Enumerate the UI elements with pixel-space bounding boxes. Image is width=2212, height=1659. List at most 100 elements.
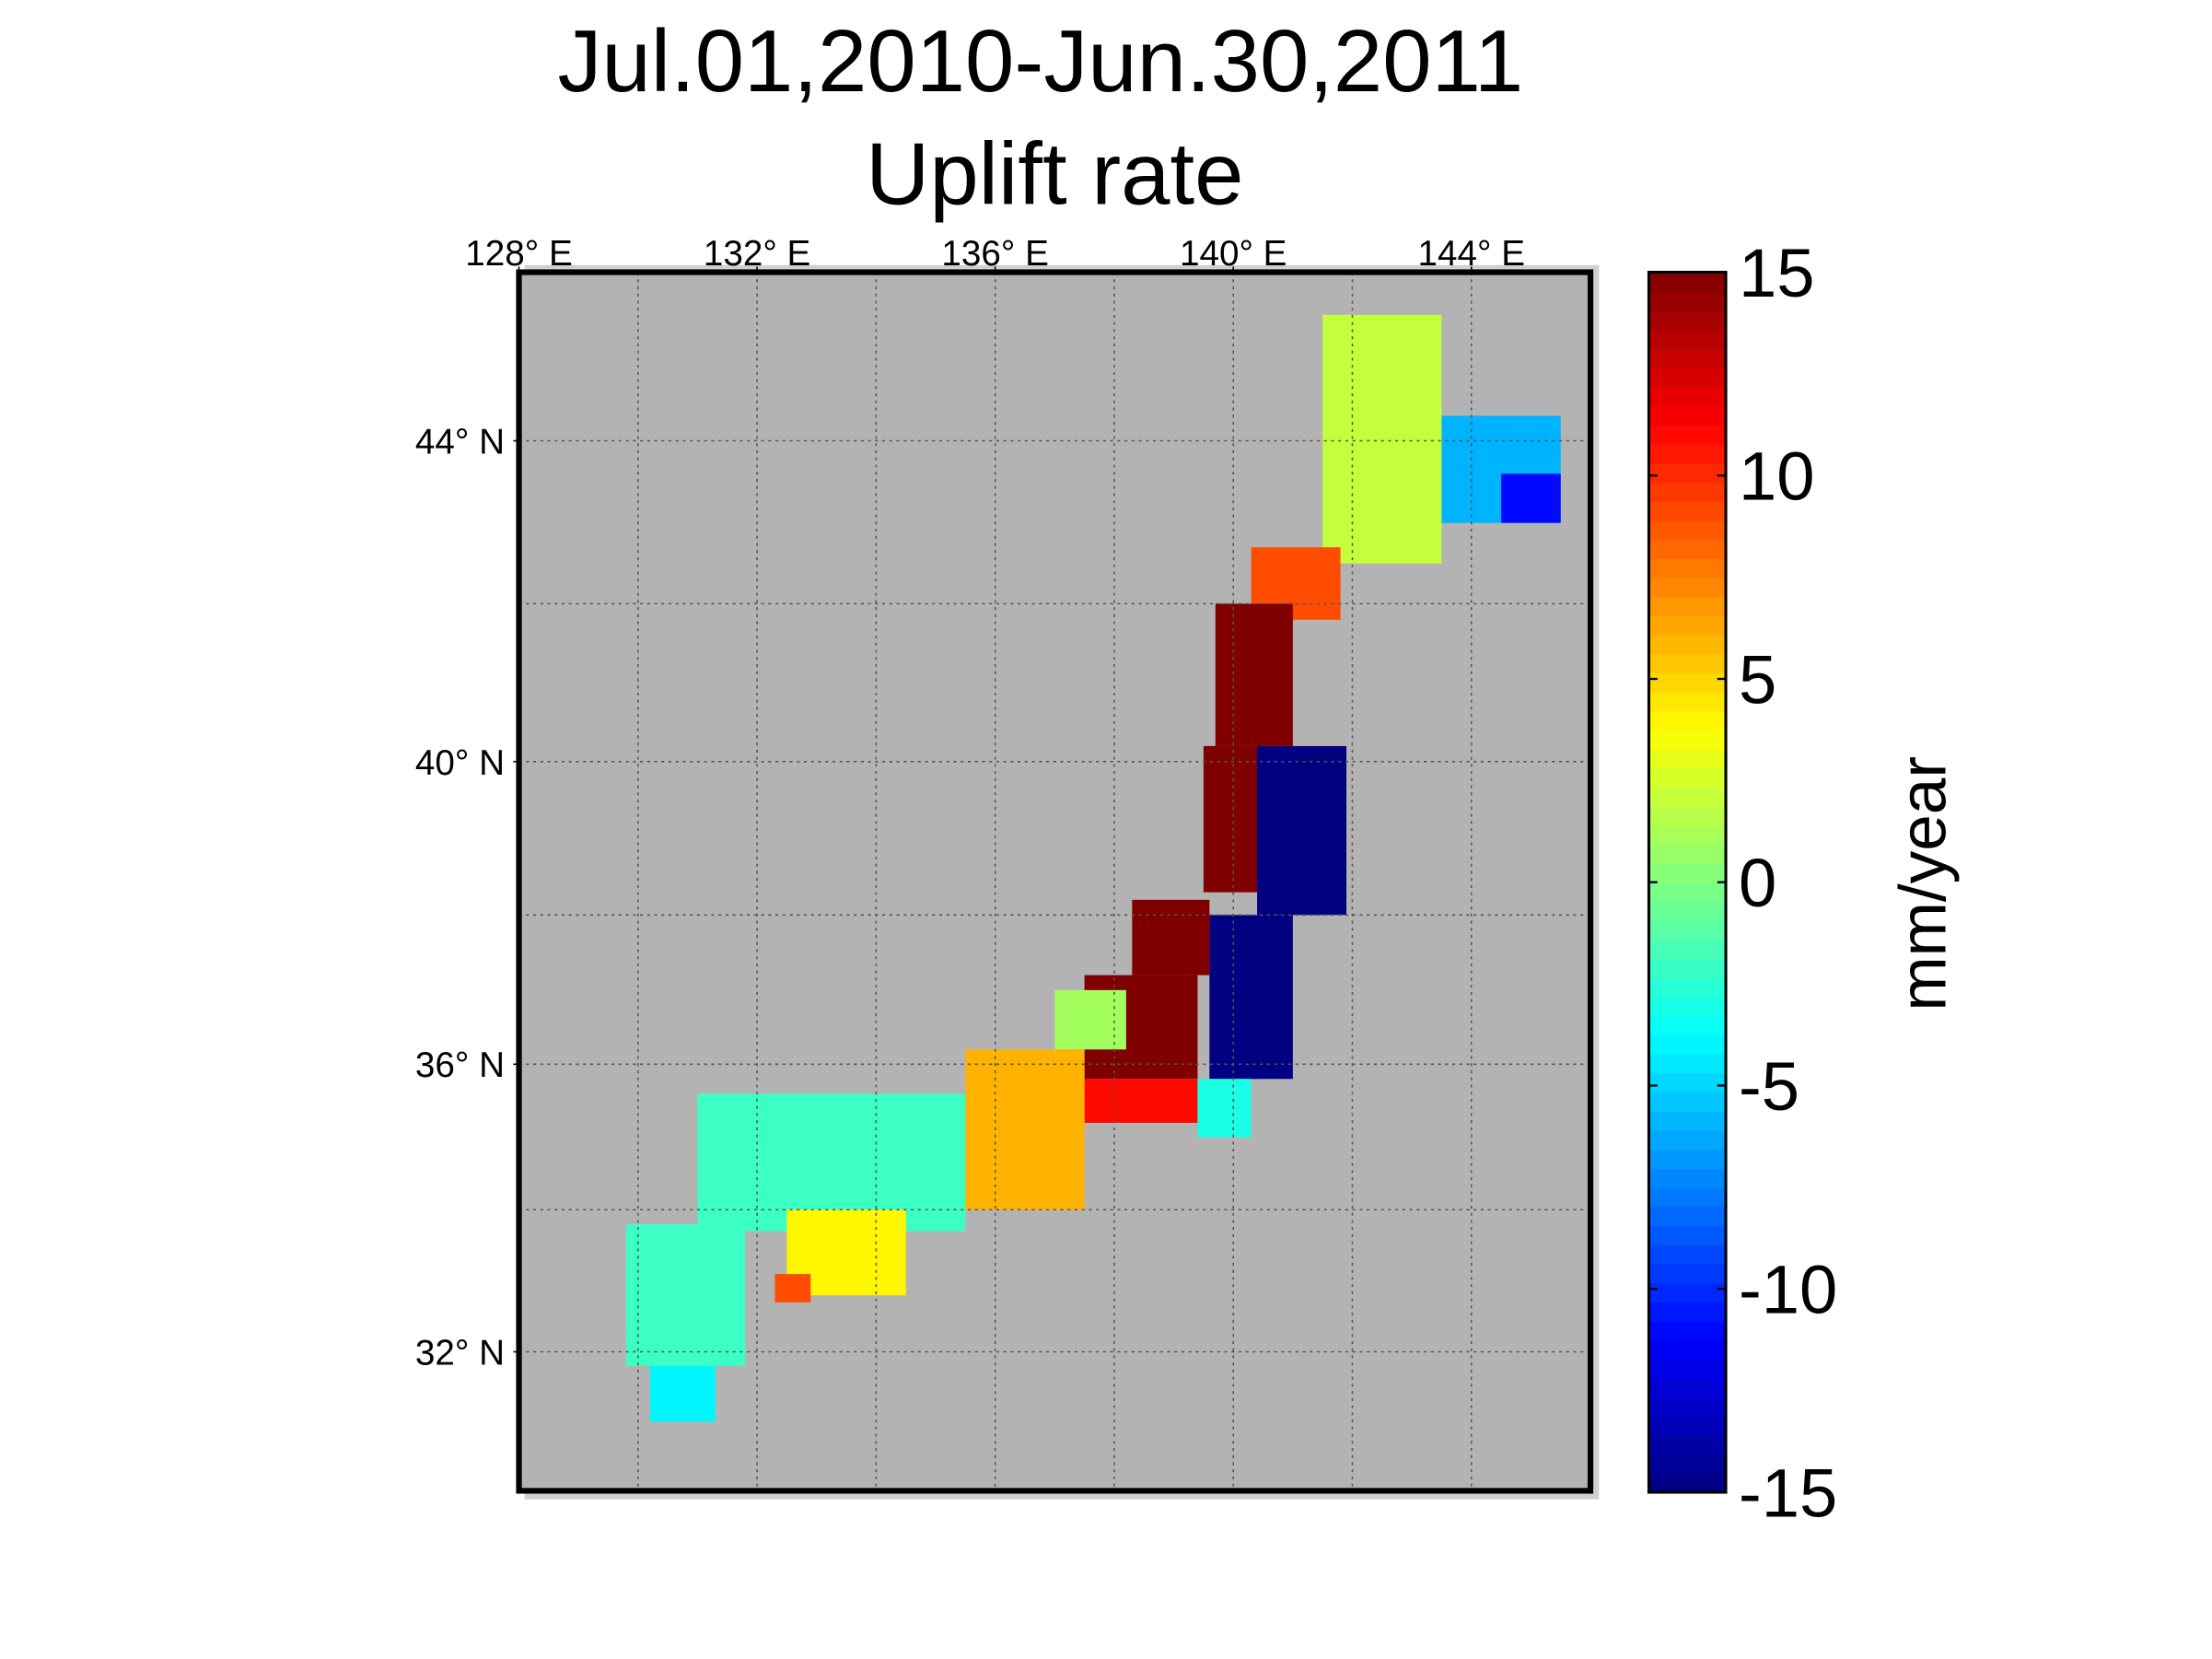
colorbar-swatch: [1648, 1034, 1727, 1055]
colorbar-tick-label: -15: [1739, 1455, 1837, 1531]
uplift-cell: [649, 1365, 716, 1422]
colorbar-swatch: [1648, 596, 1727, 616]
colorbar-swatch: [1648, 1186, 1727, 1208]
colorbar-swatch: [1648, 1396, 1727, 1418]
colorbar-swatch: [1648, 1339, 1727, 1361]
colorbar-tick-label: 10: [1739, 438, 1815, 515]
colorbar-swatch: [1648, 710, 1727, 731]
uplift-cell: [1203, 745, 1263, 893]
colorbar-swatch: [1648, 824, 1727, 846]
colorbar-swatch: [1648, 425, 1727, 445]
colorbar-swatch: [1648, 1053, 1727, 1074]
uplift-cell: [1084, 1079, 1198, 1123]
colorbar-label: mm/year: [1887, 756, 1960, 1011]
colorbar-swatch: [1648, 1282, 1727, 1303]
colorbar-swatch: [1648, 1168, 1727, 1188]
colorbar-swatch: [1648, 1302, 1727, 1322]
colorbar-swatch: [1648, 520, 1727, 541]
x-tick-label: 128° E: [465, 234, 573, 274]
colorbar-swatch: [1648, 348, 1727, 368]
colorbar-swatch: [1648, 1263, 1727, 1284]
uplift-cell: [1197, 1079, 1252, 1138]
colorbar-swatch: [1648, 500, 1727, 521]
colorbar-tick-label: -5: [1739, 1048, 1799, 1125]
colorbar-tick-label: -10: [1739, 1252, 1837, 1328]
title: Jul.01,2010-Jun.30,2011: [557, 12, 1523, 111]
colorbar-swatch: [1648, 482, 1727, 502]
uplift-cell: [1132, 899, 1210, 976]
colorbar-tick-label: 15: [1739, 235, 1815, 311]
colorbar-swatch: [1648, 882, 1727, 903]
uplift-cell: [1322, 314, 1442, 564]
x-tick-label: 132° E: [704, 234, 811, 274]
colorbar-swatch: [1648, 405, 1727, 426]
colorbar-swatch: [1648, 1359, 1727, 1379]
colorbar-swatch: [1648, 539, 1727, 559]
colorbar-swatch: [1648, 996, 1727, 1017]
colorbar-swatch: [1648, 462, 1727, 484]
subtitle: Uplift rate: [866, 124, 1243, 223]
colorbar-swatch: [1648, 844, 1727, 864]
colorbar-swatch: [1648, 1072, 1727, 1093]
colorbar-swatch: [1648, 1377, 1727, 1398]
colorbar-swatch: [1648, 272, 1727, 293]
colorbar-swatch: [1648, 863, 1727, 883]
uplift-cell: [1501, 473, 1561, 523]
colorbar-swatch: [1648, 1111, 1727, 1131]
colorbar-swatch: [1648, 958, 1727, 979]
x-tick-label: 140° E: [1180, 234, 1287, 274]
colorbar-swatch: [1648, 730, 1727, 750]
colorbar-swatch: [1648, 1320, 1727, 1341]
colorbar-swatch: [1648, 653, 1727, 674]
colorbar-swatch: [1648, 1244, 1727, 1265]
colorbar-tick-label: 0: [1739, 845, 1776, 921]
colorbar-swatch: [1648, 920, 1727, 940]
colorbar-swatch: [1648, 577, 1727, 598]
colorbar-swatch: [1648, 939, 1727, 960]
colorbar-tick-label: 5: [1739, 641, 1776, 718]
colorbar-swatch: [1648, 1206, 1727, 1227]
colorbar-swatch: [1648, 291, 1727, 311]
uplift-cell: [1215, 603, 1293, 746]
colorbar-swatch: [1648, 767, 1727, 789]
colorbar-swatch: [1648, 329, 1727, 350]
colorbar-swatch: [1648, 1416, 1727, 1436]
colorbar-swatch: [1648, 672, 1727, 693]
colorbar-swatch: [1648, 1015, 1727, 1036]
y-tick-label: 40° N: [415, 743, 505, 783]
uplift-cell: [774, 1274, 811, 1303]
y-tick-label: 32° N: [415, 1333, 505, 1373]
colorbar-swatch: [1648, 1092, 1727, 1113]
colorbar-swatch: [1648, 615, 1727, 636]
y-tick-label: 44° N: [415, 422, 505, 461]
colorbar-swatch: [1648, 1149, 1727, 1170]
colorbar-swatch: [1648, 557, 1727, 578]
colorbar-swatch: [1648, 367, 1727, 388]
colorbar-swatch: [1648, 1454, 1727, 1475]
colorbar-swatch: [1648, 1225, 1727, 1245]
uplift-cell: [965, 1049, 1085, 1210]
uplift-cell: [625, 1223, 746, 1366]
y-tick-label: 36° N: [415, 1046, 505, 1085]
colorbar-swatch: [1648, 386, 1727, 407]
uplift-cell: [697, 1093, 966, 1232]
colorbar-swatch: [1648, 1473, 1727, 1493]
colorbar-swatch: [1648, 901, 1727, 922]
colorbar-swatch: [1648, 691, 1727, 712]
map-frame: [516, 269, 1594, 1494]
colorbar-swatch: [1648, 977, 1727, 998]
uplift-cell: [1209, 915, 1293, 1080]
uplift-cell: [1257, 745, 1347, 916]
colorbar-swatch: [1648, 310, 1727, 331]
colorbar-swatch: [1648, 1129, 1727, 1151]
colorbar-swatch: [1648, 634, 1727, 655]
colorbar-swatch: [1648, 748, 1727, 769]
x-tick-label: 136° E: [941, 234, 1049, 274]
colorbar-swatch: [1648, 1434, 1727, 1455]
colorbar-swatch: [1648, 443, 1727, 464]
uplift-cell: [1054, 989, 1126, 1050]
x-tick-label: 144° E: [1418, 234, 1526, 274]
colorbar-swatch: [1648, 787, 1727, 807]
colorbar-swatch: [1648, 805, 1727, 826]
